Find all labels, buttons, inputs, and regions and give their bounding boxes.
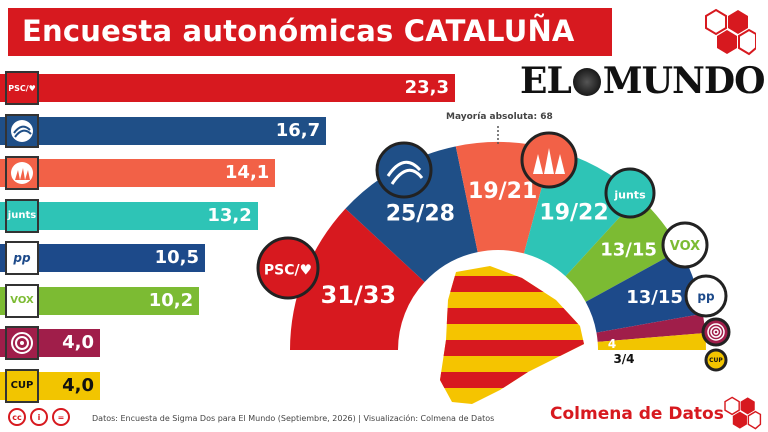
party-circle-cup: CUP	[704, 348, 728, 372]
svg-text:PSC/♥: PSC/♥	[264, 263, 312, 279]
bar-value-label: 4,0	[62, 374, 94, 396]
seat-label-junts: 19/22	[539, 201, 608, 226]
seat-arc-vox	[565, 196, 681, 302]
colmena-hex-logo-icon	[705, 8, 756, 56]
source-text: Datos: Encuesta de Sigma Dos para El Mun…	[92, 414, 495, 423]
globe-icon	[572, 68, 601, 96]
colmena-hex-logo-icon	[724, 396, 762, 430]
el-mundo-logo: EL MUNDO	[520, 60, 765, 102]
seat-label-vox: 13/15	[600, 239, 657, 260]
party-circle-junts: junts	[604, 167, 656, 219]
seat-label-cup: 3/4	[613, 352, 634, 366]
title-bar: Encuesta autonómicas CATALUÑA	[8, 8, 612, 56]
party-circle-comuns	[520, 131, 578, 189]
svg-text:VOX: VOX	[670, 239, 700, 254]
bar-value-label: 14,1	[224, 162, 270, 183]
attribution-icon: i	[30, 408, 48, 426]
bar-value-label: 10,2	[148, 289, 194, 311]
party-logo-psc: PSC/♥	[5, 71, 39, 105]
svg-text:pp: pp	[697, 289, 715, 303]
party-logo-vox: VOX	[5, 283, 39, 318]
party-circle-pp: pp	[684, 274, 728, 318]
page-title: Encuesta autonómicas CATALUÑA	[22, 14, 575, 48]
party-logo-erc	[5, 113, 39, 148]
noderivs-icon: =	[52, 408, 70, 426]
party-circle-aliança	[701, 317, 731, 347]
seat-label-erc: 25/28	[386, 201, 455, 226]
footer-brand: Colmena de Datos	[550, 404, 724, 424]
seat-arc-pp	[585, 249, 703, 333]
bar-junts: 13,2	[0, 201, 258, 230]
majority-label: Mayoría absoluta: 68	[446, 112, 553, 122]
seat-label-comuns: 19/21	[468, 179, 537, 204]
bar-erc: 16,7	[0, 116, 327, 145]
svg-text:junts: junts	[613, 188, 646, 201]
bar-value-label: 16,7	[275, 119, 321, 141]
seat-label-pp: 13/15	[626, 287, 683, 308]
party-logo-pp: pp	[5, 241, 39, 275]
bar-comuns: 14,1	[0, 159, 276, 187]
bar-value-label: 23,3	[404, 77, 449, 98]
catalonia-map-icon	[440, 266, 584, 404]
logo-word-right: MUNDO	[602, 60, 766, 102]
party-logo-cup: CUP	[5, 368, 39, 403]
party-logo-junts: junts	[5, 198, 39, 233]
seat-arc-aliança	[596, 313, 706, 342]
party-circle-vox: VOX	[661, 221, 709, 269]
bar-value-label: 13,2	[207, 204, 252, 226]
bar-value-label: 10,5	[154, 247, 200, 268]
bar-value-label: 4,0	[62, 332, 94, 353]
seat-arc-psc	[290, 208, 425, 350]
svg-text:CUP: CUP	[709, 357, 723, 364]
bar-psc: 23,3	[0, 74, 455, 102]
seat-arc-cup	[597, 333, 706, 350]
party-logo-comuns	[5, 156, 39, 190]
party-logo-aliança	[5, 326, 39, 360]
seat-label-psc: 31/33	[321, 281, 397, 309]
logo-word-left: EL	[520, 60, 572, 102]
party-circle-psc: PSC/♥	[256, 236, 320, 300]
cc-license-icon: cc	[8, 408, 26, 426]
seat-label-aliança: 4	[608, 337, 616, 351]
party-circle-erc	[375, 141, 433, 199]
